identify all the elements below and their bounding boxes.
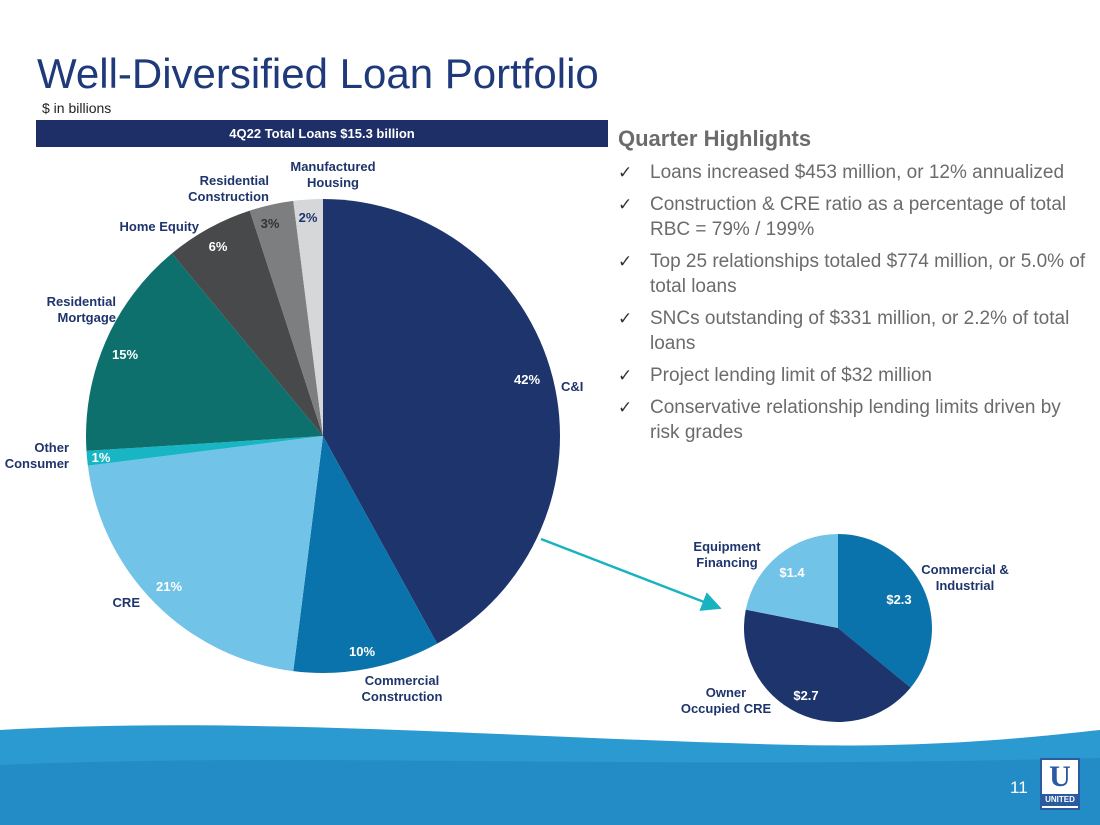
slice-value-label: 2% — [299, 210, 318, 225]
logo-text: UNITED — [1042, 794, 1078, 806]
highlight-item: ✓ Top 25 relationships totaled $774 milli… — [618, 249, 1093, 299]
slice-value-label: 6% — [209, 239, 228, 254]
pie-slice-c-i — [323, 199, 560, 644]
slice-value-label: $2.7 — [793, 688, 818, 703]
highlight-text: Conservative relationship lending limits… — [650, 397, 1061, 443]
slice-category-label: Residential Construction — [188, 173, 269, 204]
pie-slice-home-equity — [171, 210, 323, 436]
pie-slice-residential-construction — [249, 200, 323, 436]
check-icon: ✓ — [618, 163, 633, 182]
slice-value-label: 21% — [156, 579, 182, 594]
pie-slice-other-consumer — [86, 436, 323, 466]
slice-value-label: 3% — [261, 216, 280, 231]
pie-slice-commercial-industrial — [838, 534, 932, 688]
slice-value-label: 10% — [349, 644, 375, 659]
highlight-text: Construction & CRE ratio as a percentage… — [650, 194, 1067, 240]
highlight-text: Loans increased $453 million, or 12% ann… — [650, 162, 1065, 183]
slice-category-label: Manufactured Housing — [290, 159, 375, 190]
highlight-item: ✓ Construction & CRE ratio as a percentag… — [618, 192, 1093, 242]
check-icon: ✓ — [618, 252, 633, 271]
page-number: 11 — [1010, 778, 1028, 797]
pie-slice-equipment-financing — [745, 534, 838, 628]
slice-category-label: CRE — [113, 595, 141, 610]
page-title: Well-Diversified Loan Portfolio — [37, 50, 599, 97]
pie-slice-manufactured-housing — [293, 199, 323, 436]
slice-category-label: Home Equity — [120, 219, 200, 234]
check-icon: ✓ — [618, 195, 633, 214]
highlight-item: ✓ SNCs outstanding of $331 million, or 2.… — [618, 306, 1093, 356]
page-subtitle: $ in billions — [42, 100, 112, 116]
check-icon: ✓ — [618, 398, 633, 417]
quarter-highlights: Quarter Highlights ✓ Loans increased $453… — [618, 126, 1093, 452]
highlight-text: SNCs outstanding of $331 million, or 2.2… — [650, 308, 1070, 354]
logo-letter: U — [1049, 760, 1071, 793]
slice-value-label: 1% — [92, 450, 111, 465]
united-logo: U UNITED — [1040, 758, 1080, 810]
pie-slice-residential-mortgage — [85, 253, 323, 451]
pie-slice-owner-occupied-cre — [744, 609, 911, 722]
slice-category-label: Equipment Financing — [693, 539, 761, 570]
highlight-item: ✓ Project lending limit of $32 million — [618, 363, 1093, 388]
slice-value-label: 42% — [514, 372, 540, 387]
slice-category-label: Owner Occupied CRE — [681, 685, 772, 716]
highlight-text: Project lending limit of $32 million — [650, 365, 932, 386]
slice-value-label: $1.4 — [779, 565, 805, 580]
highlight-item: ✓ Conservative relationship lending limit… — [618, 395, 1093, 445]
slice-category-label: Other Consumer — [5, 440, 69, 471]
check-icon: ✓ — [618, 366, 633, 385]
highlights-list: ✓ Loans increased $453 million, or 12% an… — [618, 160, 1093, 445]
total-loans-banner: 4Q22 Total Loans $15.3 billion — [36, 120, 608, 147]
slice-category-label: C&I — [561, 379, 583, 394]
connector-arrow — [540, 537, 722, 611]
slice-category-label: Residential Mortgage — [47, 294, 116, 325]
pie-slice-commercial-construction — [293, 436, 438, 673]
slice-category-label: Commercial & Industrial — [921, 562, 1008, 593]
highlight-item: ✓ Loans increased $453 million, or 12% an… — [618, 160, 1093, 185]
highlights-heading: Quarter Highlights — [618, 126, 812, 151]
check-icon: ✓ — [618, 309, 633, 328]
slice-value-label: 15% — [112, 347, 138, 362]
highlight-text: Top 25 relationships totaled $774 millio… — [650, 251, 1086, 297]
slice-value-label: $2.3 — [886, 592, 911, 607]
slice-category-label: Commercial Construction — [362, 673, 443, 704]
pie-slice-cre — [87, 436, 324, 672]
